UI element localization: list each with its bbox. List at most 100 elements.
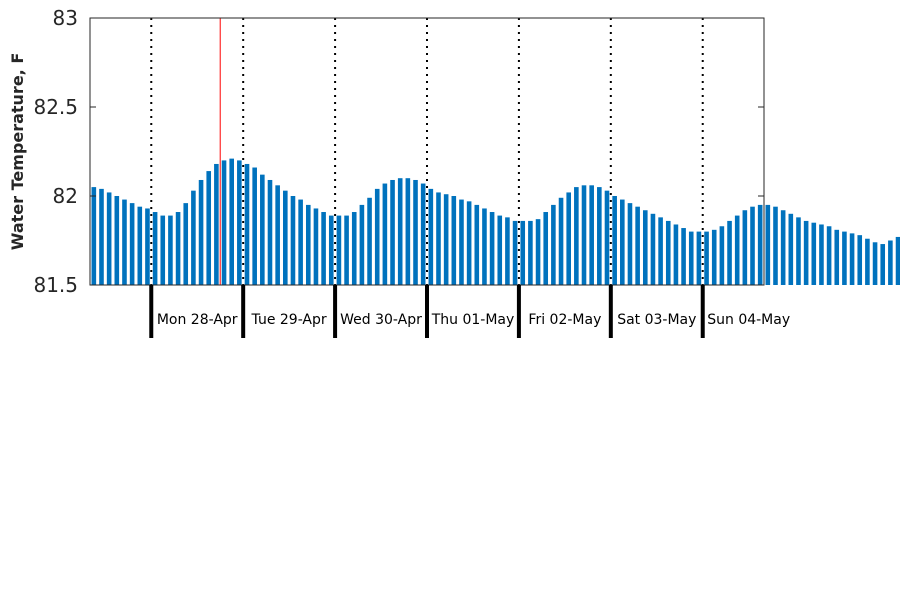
bar	[612, 196, 617, 285]
bar	[880, 244, 886, 285]
bar	[865, 238, 870, 285]
bar	[428, 188, 434, 285]
bar	[451, 196, 457, 285]
bar	[566, 192, 571, 285]
bar	[91, 187, 97, 285]
bar	[528, 220, 533, 285]
bar	[512, 220, 518, 285]
bar	[443, 194, 449, 285]
bar	[650, 213, 656, 285]
bar	[175, 212, 181, 285]
bar	[849, 233, 855, 285]
bar	[168, 215, 173, 285]
day-label: Mon 28-Apr	[157, 312, 238, 328]
day-label: Wed 30-Apr	[340, 312, 422, 328]
bar	[413, 179, 418, 285]
bar	[520, 220, 526, 285]
bar	[275, 185, 280, 285]
bar	[206, 171, 212, 285]
bar	[773, 206, 778, 285]
bar	[390, 179, 395, 285]
bar	[589, 185, 594, 285]
bar	[351, 212, 357, 285]
bar	[696, 231, 702, 285]
bar	[842, 231, 847, 285]
bar	[321, 212, 326, 285]
bar	[152, 212, 158, 285]
bar	[405, 178, 411, 285]
bar	[328, 215, 334, 285]
day-divider-lines	[150, 18, 704, 285]
bar	[543, 212, 549, 285]
bar	[581, 185, 587, 285]
bar	[99, 188, 104, 285]
bar	[198, 179, 204, 285]
bar	[221, 160, 227, 285]
bar	[597, 187, 602, 285]
bar	[627, 203, 633, 285]
bar	[114, 196, 120, 285]
bar	[811, 222, 817, 285]
bar	[474, 204, 480, 285]
bar	[252, 167, 257, 285]
day-label: Tue 29-Apr	[251, 312, 327, 328]
bar	[819, 224, 824, 285]
bar	[788, 213, 794, 285]
bar	[145, 208, 150, 285]
bar	[750, 206, 755, 285]
bar	[826, 226, 832, 285]
bar	[489, 212, 495, 285]
bar	[160, 215, 166, 285]
bar	[765, 204, 771, 285]
day-label: Sun 04-May	[707, 312, 790, 328]
bar	[704, 231, 709, 285]
bar	[551, 204, 556, 285]
bar	[719, 226, 725, 285]
y-tick-label: 82	[53, 184, 78, 208]
bar	[711, 229, 717, 285]
bar	[620, 199, 625, 285]
bar	[895, 236, 900, 285]
bar	[382, 183, 388, 285]
y-tick-label: 83	[53, 6, 78, 30]
bar	[681, 228, 686, 285]
bar	[237, 160, 242, 285]
bar	[367, 197, 372, 285]
bar	[191, 190, 196, 285]
bar	[290, 196, 296, 285]
bar	[229, 158, 234, 285]
bar	[137, 206, 143, 285]
y-axis-title: Water Temperature, F	[8, 53, 27, 251]
bar	[482, 208, 487, 285]
bar	[558, 197, 564, 285]
bar	[505, 217, 510, 285]
bar	[535, 219, 541, 285]
bar	[183, 203, 189, 285]
bar	[129, 203, 135, 285]
y-axis-ticks: 81.5 82 82.5 83	[33, 6, 764, 297]
bar	[420, 183, 426, 285]
bar	[857, 235, 863, 285]
bar	[122, 199, 127, 285]
bar	[872, 242, 878, 285]
bar	[459, 199, 464, 285]
x-axis-day-ticks: Mon 28-Apr Tue 29-Apr Wed 30-Apr Thu 01-May…	[149, 285, 790, 338]
bar	[267, 179, 273, 285]
bar	[742, 210, 748, 285]
bar	[604, 190, 610, 285]
bar	[313, 208, 319, 285]
day-label: Fri 02-May	[528, 312, 601, 328]
bar	[305, 204, 311, 285]
bar	[757, 204, 763, 285]
bar	[374, 188, 380, 285]
bar	[466, 201, 472, 285]
bar	[727, 220, 732, 285]
bar	[214, 163, 219, 285]
day-label: Sat 03-May	[617, 312, 696, 328]
bar-series	[91, 158, 900, 285]
bar	[834, 229, 840, 285]
bar	[283, 190, 288, 285]
bar	[574, 187, 579, 285]
bar	[106, 192, 112, 285]
